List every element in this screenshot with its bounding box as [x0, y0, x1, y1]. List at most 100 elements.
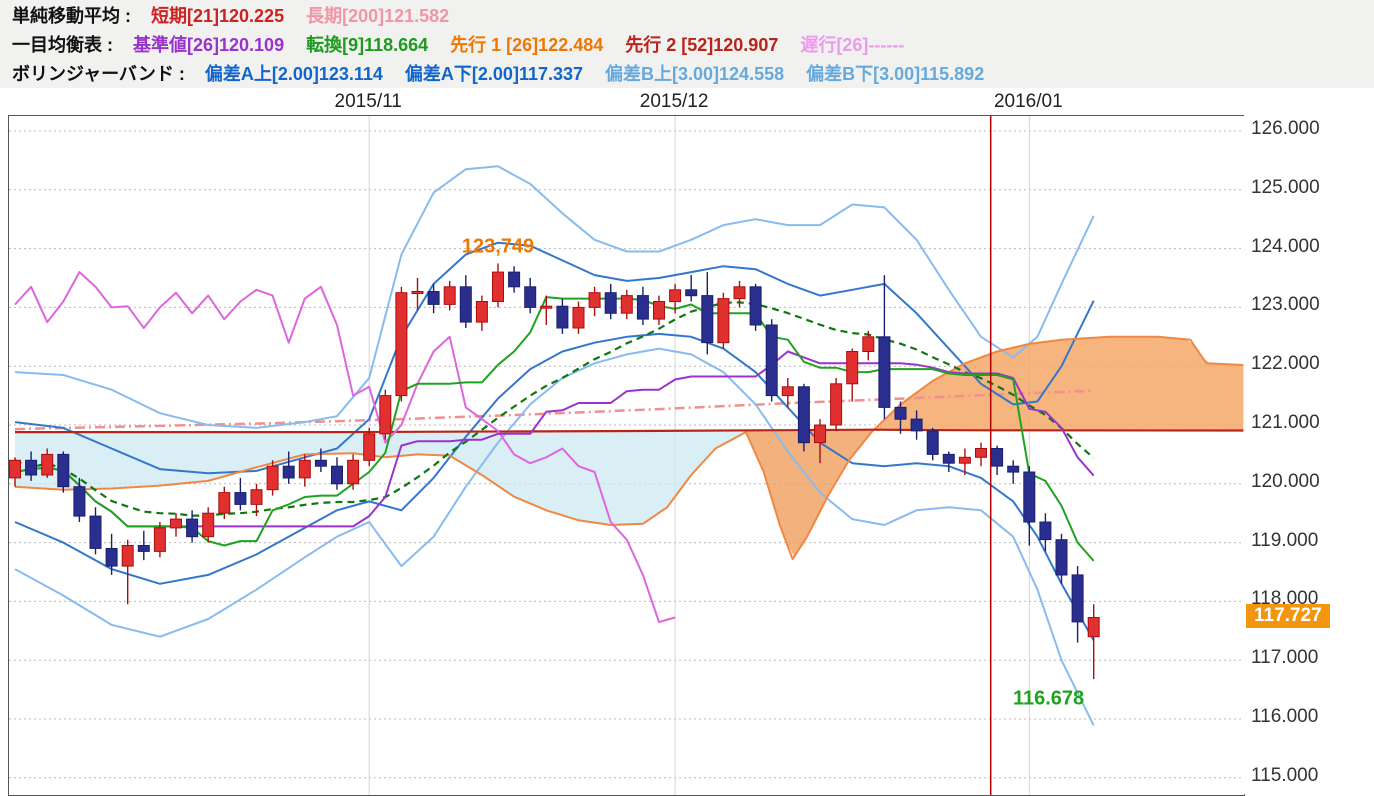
indicator-value: 長期[200]121.582 — [306, 5, 450, 26]
indicator-value: 偏差B上[3.00]124.558 — [605, 63, 785, 84]
indicator-value: 偏差A下[2.00]117.337 — [404, 63, 584, 84]
candle-body — [701, 295, 714, 344]
bollinger-b-lower-line — [14, 347, 1095, 726]
candle-body — [9, 459, 21, 479]
candle-body — [765, 324, 778, 397]
y-axis-label: 117.000 — [1251, 647, 1319, 669]
indicator-value: 転換[9]118.664 — [306, 34, 429, 55]
candle-body — [958, 456, 971, 464]
bollinger-a-lower-line — [14, 332, 1095, 641]
y-axis-label: 126.000 — [1251, 118, 1320, 139]
y-axis-label: 124.000 — [1251, 235, 1320, 257]
candle-body — [781, 386, 794, 397]
candle-body — [1087, 617, 1100, 638]
indicator-row-ichimoku: 一目均衡表 : 基準値[26]120.109 転換[9]118.664 先行 1 [… — [0, 29, 1374, 58]
ichimoku-cloud — [745, 429, 872, 557]
candle-body — [749, 286, 762, 326]
indicator-value: 偏差B下[3.00]115.892 — [806, 63, 985, 84]
candle-body — [540, 305, 553, 309]
candle-body — [443, 286, 456, 305]
candle-body — [556, 305, 569, 329]
price-chart-canvas[interactable]: 123,749 116.678 — [8, 115, 1245, 796]
candle-body — [250, 489, 263, 505]
ichimoku-cloud — [15, 430, 746, 525]
candle-body — [894, 406, 907, 420]
indicator-legend: 単純移動平均 : 短期[21]120.225 長期[200]121.582 一目均… — [0, 0, 1374, 89]
candle-body — [1023, 471, 1036, 523]
senkou-span-2-line — [15, 428, 1244, 434]
candle-body — [1055, 539, 1068, 576]
candle-body — [25, 459, 38, 476]
candle-body — [234, 492, 247, 505]
candle-body — [991, 448, 1004, 467]
candle-body — [427, 291, 440, 305]
x-axis-label: 2015/12 — [639, 91, 709, 112]
candle-body — [814, 424, 826, 444]
candle-body — [588, 292, 601, 308]
candle-body — [282, 465, 295, 479]
candle-body — [604, 292, 617, 314]
candle-body — [878, 336, 891, 408]
chart-annotation: 123,749 — [462, 236, 534, 258]
candle-body — [153, 527, 166, 552]
candle-body — [186, 518, 199, 538]
indicator-group-label: ボリンジャーバンド : — [12, 63, 185, 84]
indicator-row-bollinger: ボリンジャーバンド : 偏差A上[2.00]123.114 偏差A下[2.00]1… — [0, 58, 1374, 87]
indicator-value: 短期[21]120.225 — [151, 5, 285, 26]
candle-body — [331, 465, 343, 485]
current-price-badge: 117.727 — [1246, 604, 1330, 629]
indicator-values: 短期[21]120.225 長期[200]121.582 — [151, 2, 449, 28]
indicator-value: 先行 2 [52]120.907 — [625, 34, 779, 55]
y-axis-label: 122.000 — [1251, 353, 1320, 375]
y-axis-label: 115.000 — [1251, 764, 1319, 786]
y-axis-label: 125.000 — [1251, 176, 1320, 198]
candle-body — [669, 289, 682, 303]
indicator-group-label: 一目均衡表 : — [12, 34, 113, 55]
candle-body — [620, 295, 633, 314]
candle-body — [314, 459, 327, 467]
candle-body — [105, 548, 118, 567]
candle-body — [636, 295, 649, 320]
y-axis-label: 118.000 — [1251, 588, 1319, 610]
candle-body — [572, 306, 585, 329]
candle-body — [363, 433, 376, 461]
candle-body — [524, 286, 537, 308]
candle-body — [137, 545, 150, 552]
candle-body — [395, 292, 408, 397]
candle-body — [170, 518, 182, 529]
candle-body — [459, 286, 472, 323]
candle-body — [910, 418, 923, 432]
candle-body — [475, 301, 488, 323]
candle-body — [942, 453, 955, 464]
sma-short-21-line — [14, 301, 1095, 517]
y-axis-label: 120.000 — [1251, 470, 1320, 492]
candle-body — [202, 512, 215, 538]
candle-body — [830, 383, 843, 426]
bollinger-a-upper-line — [14, 241, 1095, 475]
candle-body — [1007, 465, 1020, 473]
x-axis — [0, 88, 1374, 115]
y-axis-label: 116.000 — [1251, 706, 1319, 727]
candle-body — [41, 453, 54, 476]
indicator-value: 偏差A上[2.00]123.114 — [204, 63, 383, 84]
x-axis-label: 2015/11 — [334, 91, 402, 112]
candle-body — [1039, 521, 1052, 541]
chart-annotation: 116.678 — [1013, 687, 1084, 709]
y-axis-label: 121.000 — [1251, 412, 1320, 433]
chikou-line — [14, 271, 676, 623]
indicator-value: 遅行[26]------ — [800, 34, 905, 55]
candle-body — [266, 465, 279, 491]
candle-body — [492, 271, 504, 303]
candle-body — [347, 459, 360, 485]
candle-body — [846, 351, 859, 385]
indicator-value: 基準値[26]120.109 — [133, 34, 285, 55]
candle-body — [975, 448, 987, 458]
candle-body — [89, 515, 102, 549]
indicator-row-sma: 単純移動平均 : 短期[21]120.225 長期[200]121.582 — [0, 0, 1374, 29]
candle-body — [926, 430, 939, 455]
candle-body — [685, 289, 698, 297]
candle-body — [121, 545, 134, 567]
candle-body — [717, 298, 730, 344]
candle-body — [508, 271, 521, 288]
